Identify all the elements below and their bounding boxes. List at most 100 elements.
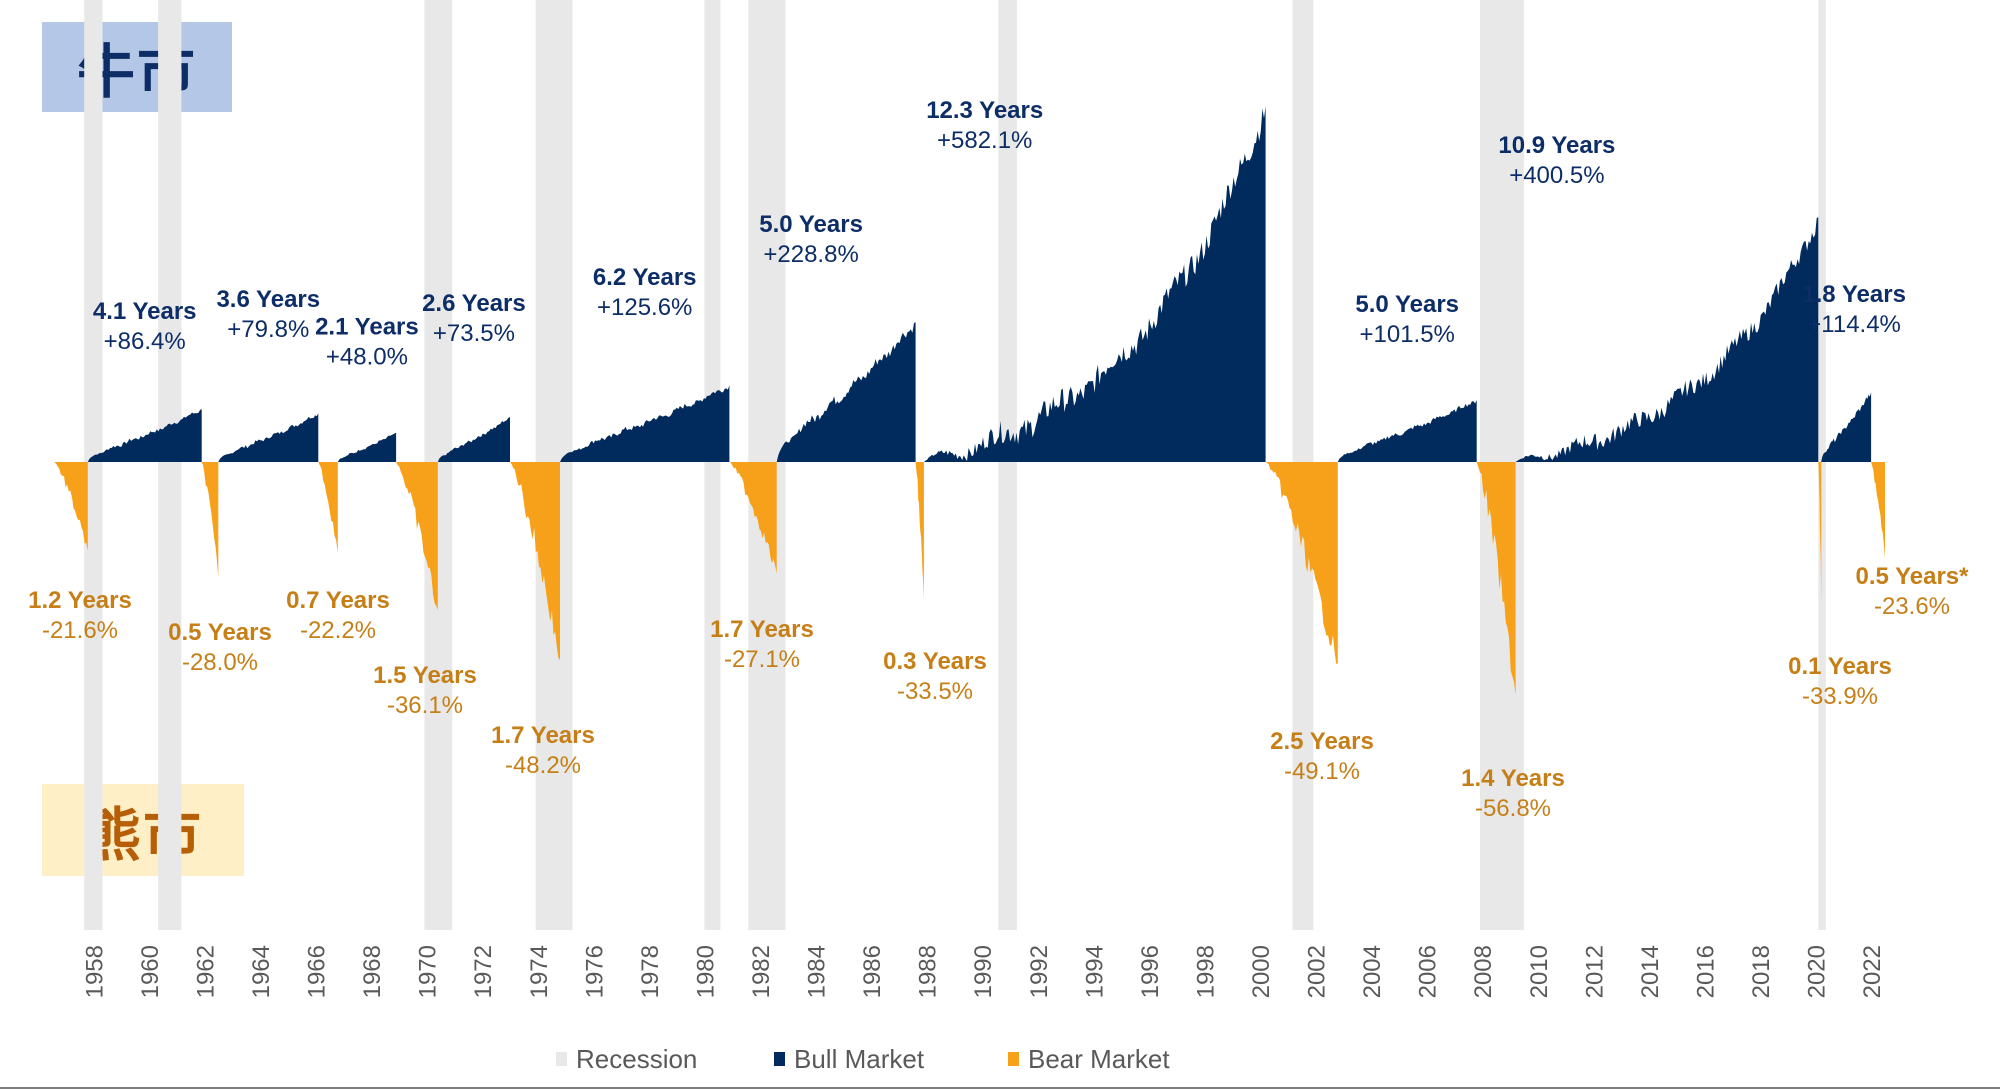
bear-market-area-5 <box>729 462 777 574</box>
bear-label-8-duration: 1.4 Years <box>1461 765 1565 792</box>
bull-label-9-duration: 1.8 Years <box>1802 281 1906 308</box>
x-tick-label-19: 1996 <box>1137 945 1164 998</box>
bull-market-area-7 <box>1337 400 1477 462</box>
x-tick-label-14: 1986 <box>859 945 886 998</box>
x-tick-label-27: 2012 <box>1581 945 1608 998</box>
x-tick-label-5: 1968 <box>359 945 386 998</box>
bull-label-5-change: +228.8% <box>763 241 858 268</box>
x-tick-label-20: 1998 <box>1192 945 1219 998</box>
legend-swatch-bull <box>774 1052 785 1066</box>
legend-label-bull: Bull Market <box>794 1044 925 1074</box>
bear-market-area-2 <box>318 462 338 554</box>
legend-label-recession: Recession <box>576 1044 697 1074</box>
bear-label-1-change: -28.0% <box>182 649 258 676</box>
bull-label-6-duration: 12.3 Years <box>926 97 1043 124</box>
bear-label-2-change: -22.2% <box>300 617 376 644</box>
bear-label-4-duration: 1.7 Years <box>491 722 595 749</box>
x-tick-label-17: 1992 <box>1026 945 1053 998</box>
bull-label-7-duration: 5.0 Years <box>1355 291 1459 318</box>
bull-label-4-change: +125.6% <box>597 294 692 321</box>
bear-label-7-duration: 2.5 Years <box>1270 728 1374 755</box>
x-tick-label-8: 1974 <box>526 945 553 998</box>
x-tick-label-26: 2010 <box>1526 945 1553 998</box>
bull-market-area-6 <box>923 106 1266 463</box>
bull-label-6-change: +582.1% <box>937 127 1032 154</box>
x-tick-label-28: 2014 <box>1637 945 1664 998</box>
x-tick-label-10: 1978 <box>637 945 664 998</box>
bull-label-1-duration: 3.6 Years <box>216 286 320 313</box>
bull-market-area-9 <box>1821 392 1872 462</box>
bear-label-9-change: -33.9% <box>1802 683 1878 710</box>
bull-market-area-3 <box>437 417 510 462</box>
bear-label-2-duration: 0.7 Years <box>286 587 390 614</box>
bear-label-8-change: -56.8% <box>1475 795 1551 822</box>
x-tick-label-30: 2018 <box>1748 945 1775 998</box>
x-tick-label-25: 2008 <box>1470 945 1497 998</box>
bull-label-3-change: +73.5% <box>433 320 515 347</box>
x-tick-label-12: 1982 <box>748 945 775 998</box>
bear-label-1-duration: 0.5 Years <box>168 619 272 646</box>
bear-market-area-9 <box>1818 462 1822 602</box>
bear-market-area-0 <box>54 462 88 551</box>
x-tick-label-1: 1960 <box>137 945 164 998</box>
bull-market-area-4 <box>560 385 730 462</box>
bull-label-3-duration: 2.6 Years <box>422 290 526 317</box>
bull-market-area-8 <box>1515 217 1819 462</box>
bear-market-area-6 <box>915 462 924 600</box>
bear-label-9-duration: 0.1 Years <box>1788 653 1892 680</box>
bear-label-10-change: -23.6% <box>1874 593 1950 620</box>
bear-market-area-7 <box>1265 462 1338 664</box>
x-tick-label-32: 2022 <box>1859 945 1886 998</box>
recession-band-6 <box>998 0 1017 930</box>
recession-band-4 <box>704 0 721 930</box>
x-tick-label-23: 2004 <box>1359 945 1386 998</box>
recession-band-9 <box>1818 0 1826 930</box>
bear-label-3-duration: 1.5 Years <box>373 662 477 689</box>
bull-market-area-2 <box>337 432 397 462</box>
bull-market-area-5 <box>776 322 916 462</box>
x-tick-label-0: 1958 <box>81 945 108 998</box>
bull-label-2-duration: 2.1 Years <box>315 314 419 341</box>
bear-label-0-duration: 1.2 Years <box>28 587 132 614</box>
bear-label-5-duration: 1.7 Years <box>710 616 814 643</box>
bear-label-6-change: -33.5% <box>897 678 973 705</box>
bear-label-7-change: -49.1% <box>1284 758 1360 785</box>
bull-label-8-duration: 10.9 Years <box>1498 132 1615 159</box>
bear-label-3-change: -36.1% <box>387 692 463 719</box>
bull-label-0-duration: 4.1 Years <box>93 298 197 325</box>
legend-swatch-bear <box>1008 1052 1019 1066</box>
bear-market-area-8 <box>1476 462 1516 696</box>
x-tick-label-3: 1964 <box>248 945 275 998</box>
x-tick-label-24: 2006 <box>1415 945 1442 998</box>
x-tick-label-4: 1966 <box>304 945 331 998</box>
market-areas <box>54 106 1885 696</box>
bottom-divider <box>0 1087 2000 1089</box>
x-tick-label-2: 1962 <box>192 945 219 998</box>
bear-market-area-10 <box>1871 462 1885 559</box>
x-tick-label-16: 1990 <box>970 945 997 998</box>
bull-label-1-change: +79.8% <box>227 316 309 343</box>
x-tick-label-22: 2002 <box>1304 945 1331 998</box>
bear-market-area-3 <box>396 462 438 611</box>
legend-swatch-recession <box>556 1052 567 1066</box>
bull-label-4-duration: 6.2 Years <box>593 264 697 291</box>
bull-label-7-change: +101.5% <box>1359 321 1454 348</box>
x-tick-label-7: 1972 <box>470 945 497 998</box>
recession-band-1 <box>158 0 182 930</box>
bull-label-9-change: +114.4% <box>1807 311 1901 338</box>
x-axis: 1958 1960 1962 1964 1966 1968 1970 1972 1974 1976… <box>81 945 1886 998</box>
x-tick-label-21: 2000 <box>1248 945 1275 998</box>
x-tick-label-18: 1994 <box>1081 945 1108 998</box>
legend-label-bear: Bear Market <box>1028 1044 1170 1074</box>
x-tick-label-9: 1976 <box>581 945 608 998</box>
x-tick-label-6: 1970 <box>415 945 442 998</box>
bear-label-5-change: -27.1% <box>724 646 800 673</box>
x-tick-label-13: 1984 <box>804 945 831 998</box>
market-annotations: 4.1 Years +86.4% 3.6 Years +79.8% 2.1 Years +… <box>28 97 1969 822</box>
bear-label-6-duration: 0.3 Years <box>883 648 987 675</box>
bull-market-area-0 <box>87 409 202 462</box>
x-tick-label-29: 2016 <box>1692 945 1719 998</box>
bear-market-area-1 <box>201 462 219 578</box>
x-tick-label-11: 1980 <box>692 945 719 998</box>
